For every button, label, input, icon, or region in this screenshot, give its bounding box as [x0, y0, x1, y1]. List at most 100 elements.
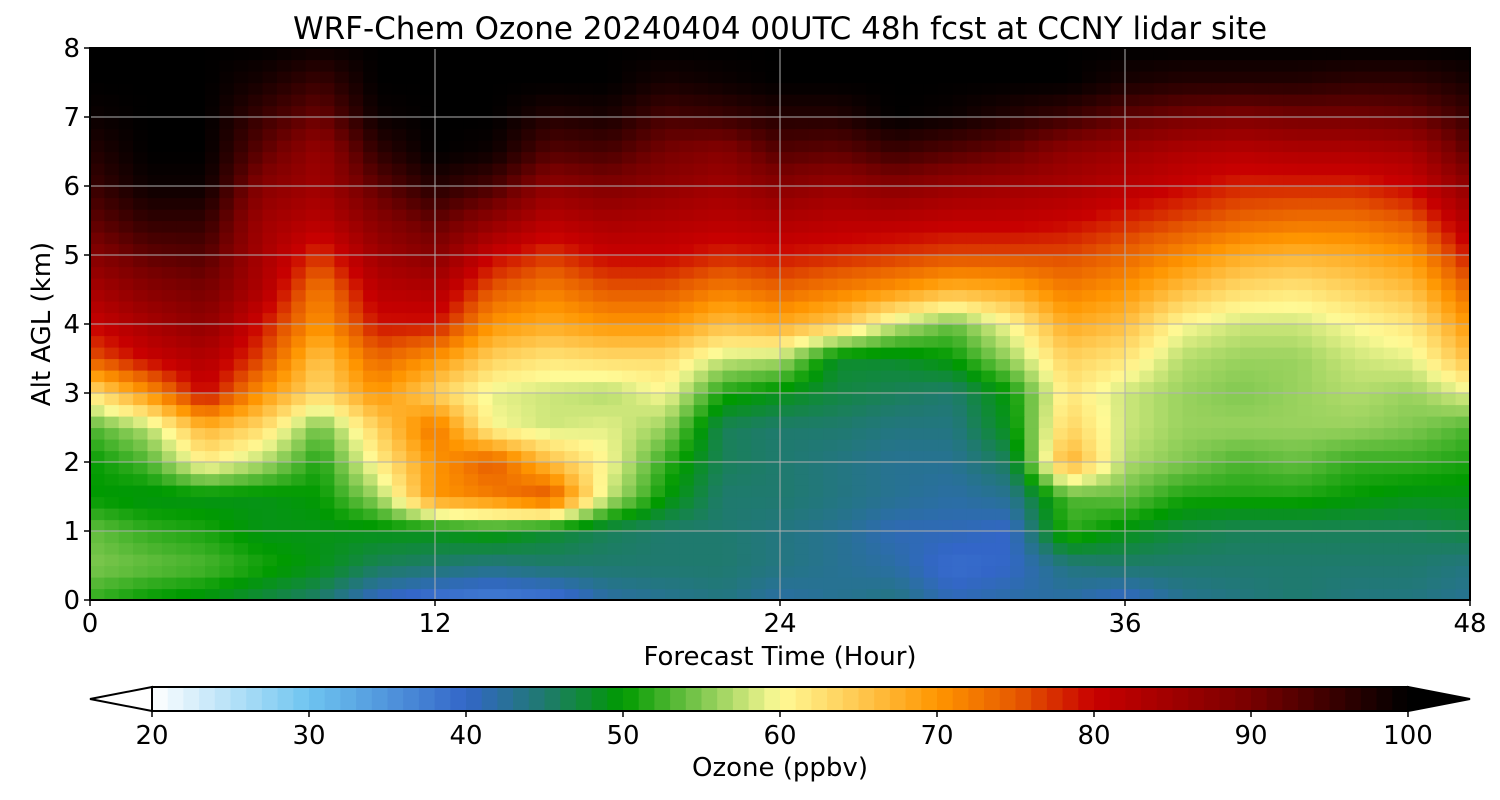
- heatmap-cell: [147, 485, 163, 498]
- heatmap-cell: [334, 255, 350, 268]
- heatmap-cell: [1139, 289, 1155, 302]
- heatmap-cell: [118, 174, 134, 187]
- heatmap-cell: [391, 163, 407, 176]
- heatmap-cell: [1340, 301, 1356, 314]
- heatmap-cell: [1139, 232, 1155, 245]
- heatmap-cell: [449, 220, 465, 233]
- heatmap-cell: [1455, 531, 1471, 544]
- heatmap-cell: [1369, 255, 1385, 268]
- heatmap-cell: [837, 151, 853, 164]
- heatmap-cell: [1010, 48, 1025, 61]
- heatmap-cell: [1053, 232, 1069, 245]
- heatmap-cell: [1225, 128, 1241, 141]
- heatmap-cell: [90, 358, 105, 371]
- heatmap-cell: [205, 94, 220, 107]
- heatmap-cell: [1369, 347, 1385, 360]
- heatmap-cell: [147, 416, 163, 429]
- heatmap-cell: [1110, 220, 1126, 233]
- heatmap-cell: [1441, 117, 1457, 130]
- colorbar-swatch: [607, 687, 624, 711]
- heatmap-cell: [593, 71, 609, 84]
- heatmap-cell: [765, 289, 781, 302]
- heatmap-cell: [205, 324, 220, 337]
- heatmap-cell: [621, 71, 637, 84]
- heatmap-cell: [1168, 94, 1184, 107]
- heatmap-cell: [90, 163, 105, 176]
- heatmap-cell: [90, 404, 105, 417]
- heatmap-cell: [1355, 416, 1370, 429]
- heatmap-cell: [679, 554, 695, 567]
- heatmap-cell: [1168, 186, 1184, 199]
- heatmap-cell: [1024, 324, 1040, 337]
- heatmap-cell: [334, 335, 350, 348]
- heatmap-cell: [837, 404, 853, 417]
- heatmap-cell: [851, 565, 867, 578]
- heatmap-cell: [765, 59, 781, 72]
- heatmap-cell: [1182, 312, 1198, 325]
- heatmap-cell: [895, 381, 910, 394]
- heatmap-cell: [1153, 59, 1169, 72]
- heatmap-cell: [693, 209, 709, 222]
- heatmap-cell: [104, 473, 120, 486]
- heatmap-cell: [823, 151, 839, 164]
- heatmap-cell: [1024, 243, 1040, 256]
- heatmap-cell: [1441, 416, 1457, 429]
- heatmap-cell: [161, 519, 177, 532]
- heatmap-cell: [334, 588, 350, 601]
- heatmap-cell: [736, 381, 752, 394]
- heatmap-cell: [1441, 232, 1457, 245]
- heatmap-cell: [205, 565, 220, 578]
- heatmap-cell: [1211, 140, 1227, 153]
- heatmap-cell: [104, 358, 120, 371]
- heatmap-cell: [1412, 358, 1428, 371]
- heatmap-cell: [679, 59, 695, 72]
- heatmap-cell: [1110, 163, 1126, 176]
- heatmap-cell: [736, 301, 752, 314]
- heatmap-cell: [104, 347, 120, 360]
- heatmap-cell: [578, 485, 594, 498]
- heatmap-cell: [1383, 393, 1399, 406]
- heatmap-cell: [1053, 266, 1069, 279]
- heatmap-cell: [578, 554, 594, 567]
- heatmap-cell: [478, 266, 494, 279]
- heatmap-cell: [923, 496, 939, 509]
- heatmap-cell: [320, 427, 335, 440]
- heatmap-cell: [909, 416, 925, 429]
- heatmap-cell: [1053, 542, 1069, 555]
- heatmap-cell: [1096, 289, 1112, 302]
- colorbar-swatch: [1141, 687, 1158, 711]
- heatmap-cell: [521, 358, 537, 371]
- heatmap-cell: [176, 301, 192, 314]
- heatmap-cell: [1110, 519, 1126, 532]
- heatmap-cell: [1311, 439, 1327, 452]
- heatmap-cell: [1455, 427, 1471, 440]
- heatmap-cell: [219, 197, 235, 210]
- heatmap-cell: [823, 565, 839, 578]
- heatmap-cell: [248, 278, 264, 291]
- heatmap-cell: [1211, 554, 1227, 567]
- heatmap-cell: [248, 140, 264, 153]
- heatmap-cell: [1038, 128, 1054, 141]
- heatmap-cell: [981, 427, 997, 440]
- heatmap-cell: [147, 82, 163, 95]
- heatmap-cell: [736, 105, 752, 118]
- heatmap-cell: [535, 278, 551, 291]
- heatmap-cell: [118, 347, 134, 360]
- heatmap-cell: [535, 82, 551, 95]
- heatmap-cell: [550, 393, 565, 406]
- heatmap-cell: [521, 266, 537, 279]
- heatmap-cell: [1096, 312, 1112, 325]
- heatmap-cell: [1211, 232, 1227, 245]
- heatmap-cell: [1081, 197, 1097, 210]
- heatmap-cell: [866, 381, 882, 394]
- heatmap-cell: [406, 531, 422, 544]
- heatmap-cell: [564, 473, 580, 486]
- heatmap-cell: [1067, 140, 1083, 153]
- heatmap-cell: [205, 266, 220, 279]
- heatmap-cell: [866, 163, 882, 176]
- heatmap-cell: [320, 243, 335, 256]
- colorbar-tick-label: 80: [1077, 721, 1110, 751]
- heatmap-cell: [550, 232, 565, 245]
- heatmap-cell: [578, 381, 594, 394]
